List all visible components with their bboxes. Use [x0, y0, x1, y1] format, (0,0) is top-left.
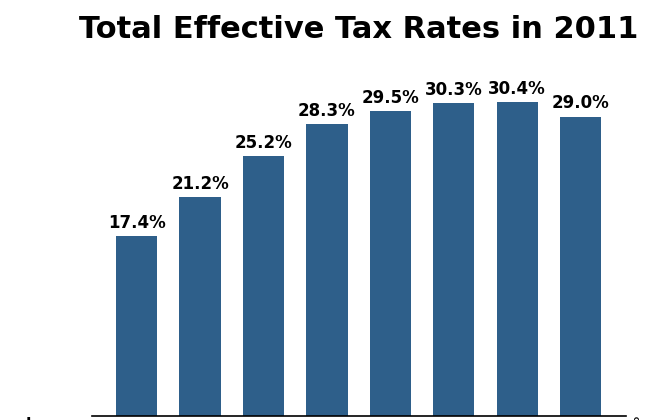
Title: Total Effective Tax Rates in 2011: Total Effective Tax Rates in 2011	[79, 15, 639, 44]
Bar	[307, 124, 348, 416]
Text: 25.2%: 25.2%	[234, 134, 292, 152]
Bar	[496, 102, 538, 416]
Bar	[243, 156, 284, 416]
Text: 29.0%: 29.0%	[552, 94, 610, 113]
Bar	[179, 197, 221, 416]
Text: 21.2%: 21.2%	[171, 175, 229, 193]
Text: Income: Income	[26, 417, 85, 420]
Text: 30.4%: 30.4%	[489, 80, 546, 98]
Text: 17.4%: 17.4%	[107, 214, 166, 232]
Bar	[433, 103, 474, 416]
Bar	[116, 236, 157, 416]
Bar	[369, 111, 411, 416]
Text: 30.3%: 30.3%	[425, 81, 483, 99]
Text: 29.5%: 29.5%	[362, 89, 419, 107]
Bar	[560, 116, 601, 416]
Text: Source: ITEP: Source: ITEP	[634, 416, 647, 420]
Text: 28.3%: 28.3%	[298, 102, 356, 120]
